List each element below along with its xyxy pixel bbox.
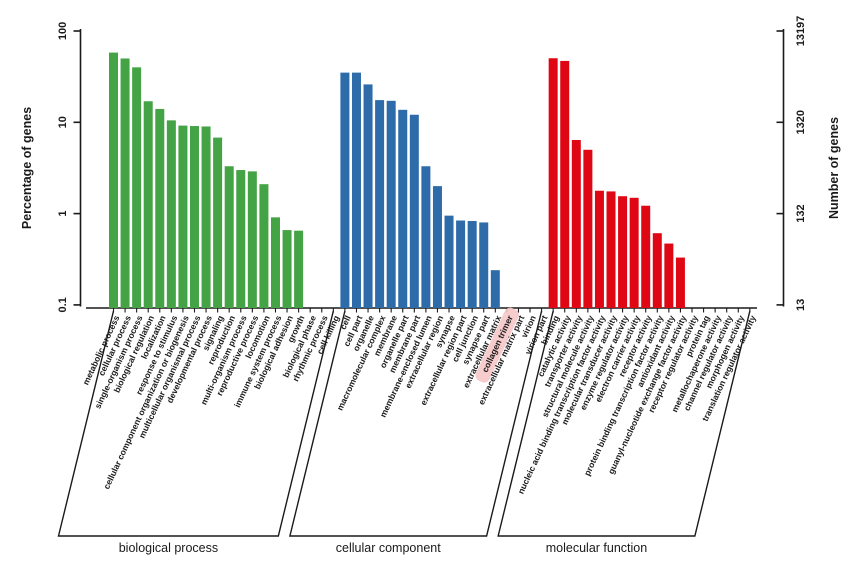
bar-biological-regulation <box>143 101 153 308</box>
bar-signaling <box>213 137 223 308</box>
bar-guanyl-nucleotide-exchange-factor-activity <box>675 257 685 308</box>
bar-biological-adhesion <box>282 230 292 308</box>
bar-cellular-process <box>120 58 130 308</box>
bar-multicellular-organismal-process <box>189 126 199 308</box>
right-y-axis-tick-label: 1320 <box>795 110 807 134</box>
bar-growth <box>294 230 304 308</box>
bar-enzyme-regulator-activity <box>618 196 628 308</box>
left-y-axis-tick-label: 100 <box>57 22 69 40</box>
bar-molecular-transducer-activity <box>606 191 616 308</box>
bar-receptor-activity <box>641 205 651 308</box>
group-bracket-cellular-component <box>289 310 543 537</box>
bar-metabolic-process <box>109 52 118 308</box>
right-y-axis-tick-label: 13 <box>795 299 807 311</box>
collagen-trimer-highlight <box>475 307 519 383</box>
bar-membrane-part <box>409 114 419 308</box>
bar-protein-binding-transcription-factor-activity <box>652 233 662 308</box>
left-y-axis-tick-label: 0.1 <box>57 297 69 312</box>
right-y-axis-title: Number of genes <box>827 117 841 219</box>
bar-synapse <box>444 215 454 308</box>
bar-transporter-activity <box>571 139 581 308</box>
left-y-axis-tick-label: 1 <box>57 211 69 217</box>
bar-membrane <box>386 100 396 308</box>
right-y-axis-tick-label: 13197 <box>795 16 807 47</box>
bar-cellular-component-organization-or-biogenesis <box>178 125 188 308</box>
group-bracket-molecular-function <box>497 310 751 537</box>
bar-reproduction <box>224 166 234 308</box>
bar-electron-carrier-activity <box>629 197 639 308</box>
left-y-axis-title: Percentage of genes <box>20 107 34 229</box>
bar-extracellular-matrix <box>490 270 500 308</box>
bar-locomotion <box>259 184 269 308</box>
left-y-axis-tick-label: 10 <box>57 116 69 128</box>
bar-organelle <box>363 84 373 308</box>
bar-membrane-enclosed-lumen <box>421 166 431 308</box>
bar-extracellular-region <box>432 186 442 308</box>
bar-response-to-stimulus <box>166 120 176 308</box>
bar-structural-molecule-activity <box>583 149 593 308</box>
bar-reproductive-process <box>247 171 257 308</box>
bar-localization <box>155 108 165 308</box>
bar-developmental-process <box>201 126 211 308</box>
bar-cell-part <box>351 72 361 308</box>
right-y-axis-tick-label: 132 <box>795 204 807 222</box>
bar-nucleic-acid-binding-transcription-factor-activity <box>594 190 604 308</box>
bar-antioxidant-activity <box>664 243 674 308</box>
bar-synapse-part <box>479 222 489 308</box>
bar-organelle-part <box>398 109 408 308</box>
group-label-biological-process: biological process <box>119 541 218 555</box>
bar-binding <box>548 58 558 308</box>
group-label-molecular-function: molecular function <box>546 541 647 555</box>
bar-catalytic-activity <box>560 60 570 308</box>
bar-immune-system-process <box>270 217 280 308</box>
bar-single-organism-process <box>132 67 142 308</box>
bar-cell <box>340 72 350 308</box>
bar-macromolecular-complex <box>375 100 385 308</box>
group-bracket-biological-process <box>57 310 335 537</box>
group-label-cellular-component: cellular component <box>336 541 441 555</box>
bar-extracellular-region-part <box>456 220 466 308</box>
bar-cell-junction <box>467 220 477 308</box>
bar-multi-organism-process <box>236 170 246 308</box>
